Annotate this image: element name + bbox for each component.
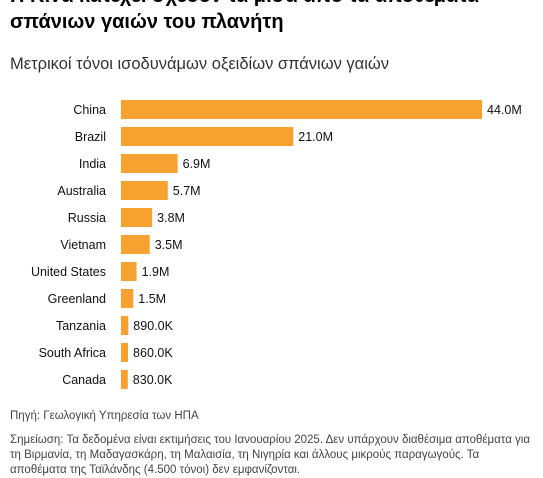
- source-note: Πηγή: Γεωλογική Υπηρεσία των ΗΠΑ: [10, 410, 199, 422]
- category-label: China: [73, 103, 106, 117]
- data-label: 5.7M: [173, 184, 201, 198]
- data-label: 1.9M: [142, 265, 170, 279]
- bar: [121, 154, 178, 173]
- bar: [121, 316, 129, 335]
- data-label: 1.5M: [138, 292, 166, 306]
- category-label: Canada: [62, 373, 106, 387]
- category-label: Russia: [68, 211, 106, 225]
- category-label: India: [79, 157, 106, 171]
- bar-chart: China 44.0M Brazil 21.0M India 6.9M Australia 5…: [31, 100, 522, 389]
- data-label: 44.0M: [487, 103, 522, 117]
- bar: [121, 289, 134, 308]
- footnote: Σημείωση: Τα δεδομένα είναι εκτιμήσεις τ…: [10, 434, 530, 476]
- data-label: 860.0K: [133, 346, 173, 360]
- bar: [121, 208, 153, 227]
- bar: [121, 100, 482, 119]
- category-label: Greenland: [48, 292, 106, 306]
- bar: [121, 262, 137, 281]
- bar: [121, 343, 129, 362]
- category-label: Tanzania: [56, 319, 106, 333]
- chart-subtitle: Μετρικοί τόνοι ισοδυνάμων οξειδίων σπάνι…: [10, 55, 390, 73]
- data-label: 3.8M: [157, 211, 185, 225]
- data-label: 21.0M: [298, 130, 333, 144]
- chart-title: Η Κίνα κατέχει σχεδόν τα μισά από τα απο…: [10, 0, 479, 33]
- bar: [121, 370, 128, 389]
- category-label: Brazil: [75, 130, 106, 144]
- data-label: 830.0K: [133, 373, 173, 387]
- bar: [121, 235, 150, 254]
- bar: [121, 127, 294, 146]
- data-label: 6.9M: [183, 157, 211, 171]
- data-label: 3.5M: [155, 238, 183, 252]
- category-label: South Africa: [39, 346, 106, 360]
- category-label: United States: [31, 265, 106, 279]
- category-label: Vietnam: [60, 238, 106, 252]
- bar: [121, 181, 168, 200]
- data-label: 890.0K: [133, 319, 173, 333]
- category-label: Australia: [57, 184, 106, 198]
